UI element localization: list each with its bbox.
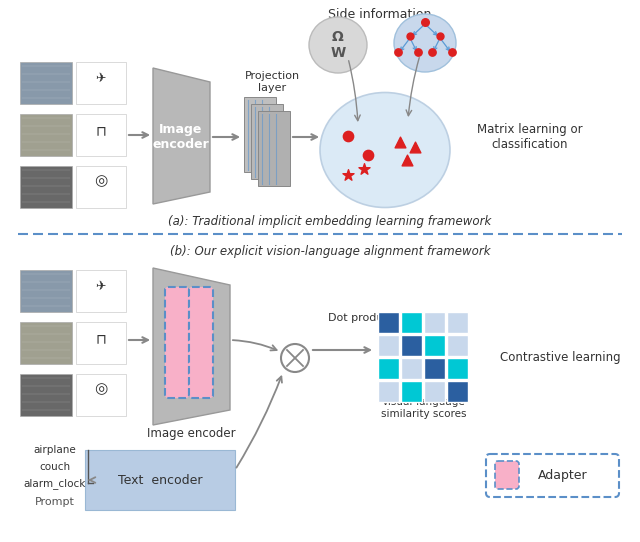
Text: (b): Our explicit vision-language alignment framework: (b): Our explicit vision-language alignm… xyxy=(170,246,490,259)
Bar xyxy=(378,335,399,356)
Text: Projection
layer: Projection layer xyxy=(244,71,300,93)
Bar xyxy=(378,312,399,333)
Bar xyxy=(401,312,422,333)
Text: Matrix learning or
classification: Matrix learning or classification xyxy=(477,123,583,151)
Bar xyxy=(447,335,468,356)
Text: Visual-language
similarity scores: Visual-language similarity scores xyxy=(381,397,467,419)
Ellipse shape xyxy=(309,17,367,73)
Bar xyxy=(401,358,422,379)
Bar xyxy=(20,322,72,364)
Bar xyxy=(76,270,126,312)
Polygon shape xyxy=(85,450,235,510)
Bar xyxy=(424,335,445,356)
Point xyxy=(447,48,457,56)
Polygon shape xyxy=(153,68,210,204)
Text: Ω
W: Ω W xyxy=(330,30,346,60)
Text: alarm_clock: alarm_clock xyxy=(24,479,86,489)
Bar xyxy=(378,358,399,379)
Polygon shape xyxy=(153,268,230,425)
Bar xyxy=(76,166,126,208)
Text: Dot product: Dot product xyxy=(328,313,394,323)
Text: ⊓: ⊓ xyxy=(95,124,106,138)
Point xyxy=(420,18,430,27)
Ellipse shape xyxy=(320,93,450,208)
Bar xyxy=(76,114,126,156)
Bar xyxy=(20,374,72,416)
Bar xyxy=(424,381,445,402)
Bar xyxy=(76,322,126,364)
Point xyxy=(395,138,405,146)
Point xyxy=(410,143,420,151)
Text: Prompt: Prompt xyxy=(35,497,75,507)
Point xyxy=(363,151,373,159)
Point xyxy=(402,156,412,164)
Point xyxy=(393,48,403,56)
Point xyxy=(343,171,353,179)
Bar xyxy=(76,62,126,104)
Bar xyxy=(20,270,72,312)
Text: (a): Traditional implicit embedding learning framework: (a): Traditional implicit embedding lear… xyxy=(168,216,492,229)
Bar xyxy=(251,104,283,179)
FancyBboxPatch shape xyxy=(495,461,519,489)
Bar xyxy=(244,97,276,172)
Text: ⊓: ⊓ xyxy=(95,332,106,346)
FancyBboxPatch shape xyxy=(189,287,213,398)
Bar xyxy=(378,381,399,402)
Point xyxy=(343,132,353,140)
Text: couch: couch xyxy=(40,462,70,472)
Bar xyxy=(258,111,290,186)
Bar xyxy=(76,374,126,416)
Ellipse shape xyxy=(394,14,456,72)
FancyBboxPatch shape xyxy=(486,454,619,497)
FancyBboxPatch shape xyxy=(165,287,189,398)
Bar xyxy=(20,166,72,208)
Text: ✈: ✈ xyxy=(96,281,106,294)
Bar xyxy=(424,358,445,379)
Text: Contrastive learning: Contrastive learning xyxy=(500,352,620,365)
Text: airplane: airplane xyxy=(34,445,76,455)
Bar xyxy=(401,335,422,356)
Point xyxy=(435,31,445,40)
Text: Side information: Side information xyxy=(328,8,432,21)
Text: ◎: ◎ xyxy=(94,382,108,397)
Text: Text  encoder: Text encoder xyxy=(118,474,202,487)
Bar xyxy=(401,381,422,402)
Point xyxy=(427,48,437,56)
Text: Adapter: Adapter xyxy=(538,469,588,482)
Bar xyxy=(447,381,468,402)
Text: ◎: ◎ xyxy=(94,173,108,189)
Bar xyxy=(447,312,468,333)
Point xyxy=(413,48,423,56)
Bar xyxy=(447,358,468,379)
Bar xyxy=(20,62,72,104)
Circle shape xyxy=(281,344,309,372)
Bar xyxy=(424,312,445,333)
Text: Image
encoder: Image encoder xyxy=(152,123,209,151)
Point xyxy=(405,31,415,40)
Text: Image encoder: Image encoder xyxy=(147,427,236,440)
Text: ✈: ✈ xyxy=(96,73,106,86)
Bar xyxy=(20,114,72,156)
Point xyxy=(359,165,369,173)
